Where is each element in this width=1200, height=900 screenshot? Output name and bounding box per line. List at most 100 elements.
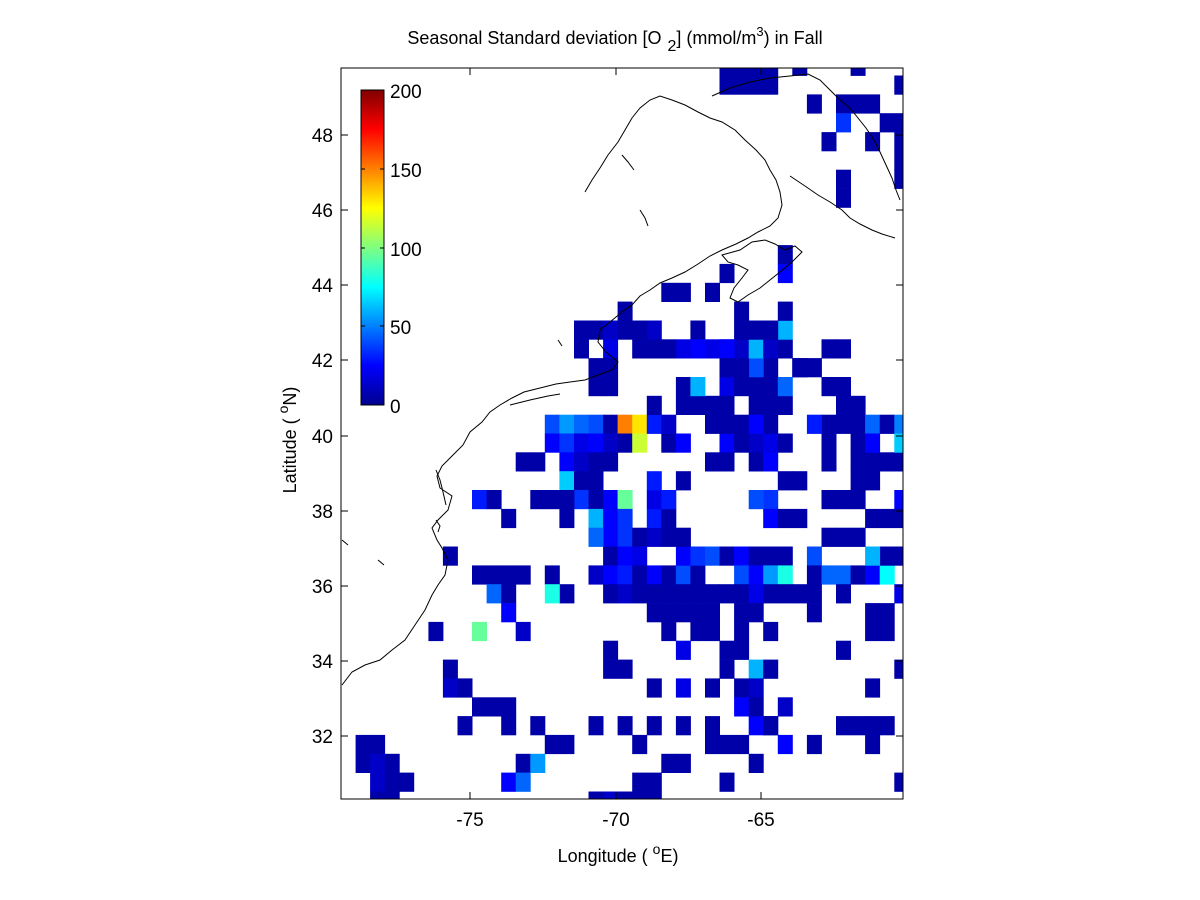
heatmap-cell bbox=[806, 734, 822, 755]
heatmap-cell bbox=[806, 584, 822, 604]
heatmap-cell bbox=[806, 565, 822, 585]
heatmap-cell bbox=[355, 734, 371, 755]
heatmap-cell bbox=[836, 640, 851, 660]
heatmap-cell bbox=[646, 584, 662, 604]
heatmap-cell bbox=[894, 508, 904, 529]
heatmap-cell bbox=[486, 697, 502, 717]
heatmap-cell bbox=[646, 603, 662, 623]
heatmap-cell bbox=[530, 452, 546, 472]
heatmap-cell bbox=[632, 546, 648, 566]
heatmap-cell bbox=[617, 527, 633, 547]
heatmap-cell bbox=[850, 452, 866, 472]
heatmap-cell bbox=[559, 584, 575, 604]
heatmap-cell bbox=[472, 565, 487, 585]
heatmap-cell bbox=[763, 414, 779, 434]
heatmap-cell bbox=[574, 471, 589, 491]
heatmap-cell bbox=[865, 452, 881, 472]
heatmap-cell bbox=[719, 546, 735, 566]
heatmap-cell bbox=[588, 471, 604, 491]
heatmap-cell bbox=[879, 414, 895, 434]
heatmap-cell bbox=[574, 433, 589, 453]
heatmap-cell bbox=[836, 94, 851, 114]
heatmap-cell bbox=[734, 358, 750, 378]
heatmap-cell bbox=[734, 621, 750, 642]
heatmap-cell bbox=[588, 716, 604, 736]
heatmap-cell bbox=[617, 414, 633, 434]
heatmap-cell bbox=[501, 697, 517, 717]
heatmap-cell bbox=[763, 339, 779, 359]
heatmap-cell bbox=[865, 433, 881, 453]
heatmap-cell bbox=[486, 565, 502, 585]
heatmap-cell bbox=[850, 94, 866, 114]
heatmap-cell bbox=[719, 358, 735, 378]
heatmap-cell bbox=[748, 377, 764, 397]
heatmap-cell bbox=[705, 603, 720, 623]
heatmap-cell bbox=[777, 433, 793, 453]
heatmap-cell bbox=[675, 640, 691, 660]
heatmap-cell bbox=[661, 339, 677, 359]
heatmap-cell bbox=[836, 188, 851, 208]
heatmap-cell bbox=[675, 678, 691, 698]
heatmap-cell bbox=[705, 452, 720, 472]
heatmap-cell bbox=[646, 772, 662, 792]
plot-frame bbox=[340, 67, 904, 800]
heatmap-cell bbox=[617, 490, 633, 510]
heatmap-cell bbox=[384, 753, 400, 773]
x-tick-label: -75 bbox=[456, 810, 483, 831]
heatmap-cell bbox=[748, 678, 764, 698]
colorbar-tick: 200 bbox=[390, 82, 422, 103]
heatmap-cell bbox=[661, 490, 677, 510]
heatmap-cell bbox=[879, 565, 895, 585]
coastline bbox=[341, 73, 901, 686]
heatmap-cell bbox=[661, 527, 677, 547]
heatmap-cell bbox=[515, 753, 531, 773]
heatmap-cell bbox=[603, 452, 619, 472]
heatmap-cell bbox=[661, 565, 677, 585]
heatmap-cell bbox=[617, 565, 633, 585]
heatmap-cell bbox=[763, 546, 779, 566]
heatmap-cell bbox=[763, 584, 779, 604]
heatmap-cell bbox=[850, 471, 866, 491]
colorbar: 200 150 100 50 0 bbox=[360, 82, 422, 418]
heatmap-cell bbox=[748, 546, 764, 566]
heatmap-cell bbox=[719, 772, 735, 792]
heatmap-cell bbox=[763, 68, 779, 76]
heatmap-cell bbox=[501, 716, 517, 736]
heatmap-cell bbox=[734, 301, 750, 321]
heatmap-cell bbox=[574, 320, 589, 340]
heatmap-cell bbox=[734, 640, 750, 660]
heatmap-cell bbox=[370, 791, 386, 800]
heatmap-cell bbox=[836, 716, 851, 736]
heatmap-cell bbox=[617, 546, 633, 566]
heatmap-cell bbox=[632, 433, 648, 453]
heatmap-cell bbox=[646, 791, 662, 800]
heatmap-cell bbox=[690, 603, 706, 623]
heatmap-cell bbox=[748, 358, 764, 378]
heatmap-cell bbox=[705, 395, 720, 415]
heatmap-cell bbox=[734, 414, 750, 434]
heatmap-cell bbox=[675, 282, 691, 302]
heatmap-cell bbox=[588, 377, 604, 397]
heatmap-cell bbox=[675, 433, 691, 453]
heatmap-cell bbox=[705, 339, 720, 359]
heatmap-cell bbox=[748, 565, 764, 585]
heatmap-cell bbox=[777, 263, 793, 284]
heatmap-cell bbox=[617, 716, 633, 736]
heatmap-cell bbox=[617, 301, 633, 321]
y-tick-label: 40 bbox=[312, 427, 333, 448]
heatmap-cell bbox=[719, 433, 735, 453]
heatmap-cell bbox=[472, 621, 487, 642]
heatmap-cell bbox=[515, 452, 531, 472]
heatmap-cell bbox=[821, 433, 837, 453]
heatmap-cell bbox=[865, 603, 881, 623]
heatmap-cell bbox=[705, 621, 720, 642]
heatmap-cell bbox=[501, 584, 517, 604]
heatmap-cell bbox=[879, 603, 895, 623]
heatmap-cell bbox=[763, 75, 779, 95]
heatmap-cell bbox=[457, 678, 473, 698]
heatmap-cell bbox=[617, 791, 633, 800]
heatmap-cell bbox=[821, 132, 837, 152]
heatmap-cell bbox=[850, 68, 866, 76]
heatmap-cell bbox=[690, 584, 706, 604]
heatmap-cell bbox=[836, 395, 851, 415]
